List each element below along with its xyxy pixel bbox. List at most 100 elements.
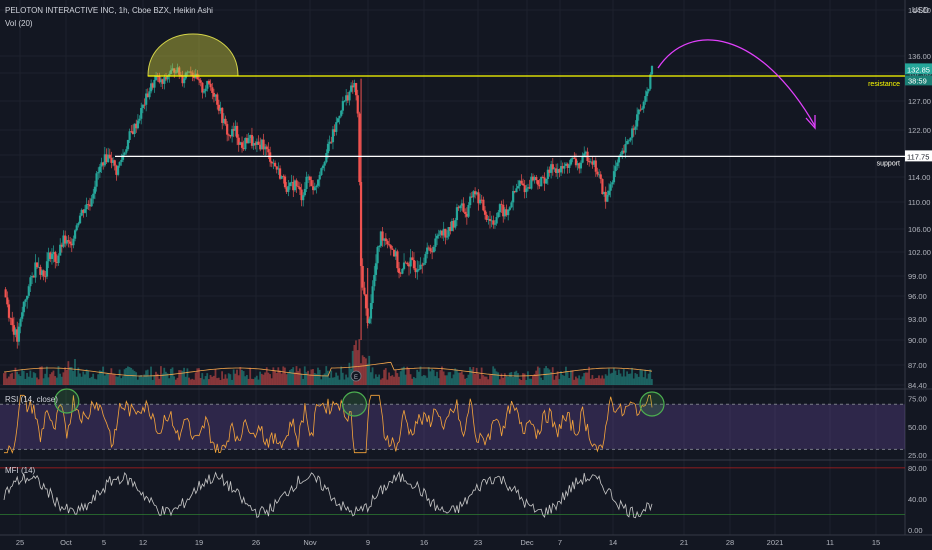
candle-body	[287, 186, 290, 192]
candle-body	[538, 184, 541, 187]
volume-bar	[330, 370, 333, 385]
candle-body	[548, 169, 551, 173]
candle-body	[288, 182, 292, 187]
candle-body	[541, 176, 544, 178]
candle-body	[83, 209, 87, 213]
candle-body	[563, 165, 566, 169]
candle-body	[295, 180, 298, 187]
candle-body	[262, 139, 265, 150]
candle-body	[97, 172, 100, 174]
volume-bar	[232, 369, 235, 385]
candle-body	[199, 80, 202, 83]
volume-bar	[434, 376, 437, 385]
volume-bar	[77, 367, 80, 385]
candle-body	[642, 101, 645, 109]
support-price-badge	[905, 150, 932, 162]
candle-body	[26, 295, 29, 300]
candle-body	[553, 168, 556, 170]
volume-bar	[642, 377, 645, 385]
candle-body	[336, 118, 340, 123]
candle-body	[596, 171, 599, 175]
resistance-label: resistance	[868, 81, 900, 88]
volume-bar	[44, 373, 47, 385]
candle-body	[594, 160, 597, 172]
candle-body	[426, 247, 429, 255]
candle-body	[457, 207, 460, 209]
price-tick-label: 144.00	[908, 6, 931, 15]
volume-bar	[437, 378, 440, 385]
volume-bar	[452, 374, 455, 385]
volume-bar	[417, 371, 420, 385]
volume-bar	[3, 373, 5, 385]
candle-body	[70, 243, 73, 246]
volume-bar	[495, 371, 498, 385]
volume-bar	[398, 376, 400, 385]
rsi-tick-label: 75.00	[908, 395, 927, 404]
candle-body	[645, 91, 649, 97]
volume-bar	[171, 367, 174, 385]
volume-bar	[113, 373, 116, 385]
candle-body	[386, 241, 389, 245]
volume-bar	[310, 369, 313, 385]
candle-body	[19, 318, 22, 327]
candle-body	[310, 180, 313, 187]
volume-bar	[158, 378, 161, 385]
volume-bar	[528, 378, 531, 385]
candle-body	[378, 245, 381, 248]
candle-body	[59, 244, 62, 256]
candle-body	[409, 257, 412, 267]
volume-bar	[489, 375, 491, 385]
candle-body	[136, 120, 139, 129]
candle-body	[31, 276, 34, 278]
candle-body	[422, 263, 425, 265]
volume-bar	[358, 339, 361, 385]
volume-bar	[414, 378, 417, 385]
volume-bar	[74, 359, 76, 385]
time-tick-label: 28	[726, 538, 734, 547]
candle-body	[82, 209, 85, 213]
mfi-label: MFI (14)	[5, 466, 36, 475]
volume-bar	[348, 362, 351, 385]
candle-body	[602, 191, 606, 195]
candle-body	[154, 76, 158, 80]
price-tick-label: 114.00	[908, 173, 930, 182]
volume-bar	[123, 369, 126, 385]
candle-body	[69, 241, 72, 244]
candle-body	[125, 149, 128, 153]
candle-body	[419, 264, 422, 270]
volume-bar	[490, 375, 493, 385]
candle-body	[318, 175, 321, 180]
volume-bar	[454, 368, 457, 385]
candle-body	[293, 180, 297, 191]
candle-body	[224, 118, 227, 125]
rsi-line	[4, 394, 653, 454]
candle-body	[72, 238, 75, 246]
candle-body	[80, 209, 83, 216]
volume-bar	[105, 373, 108, 385]
volume-bar	[584, 372, 587, 385]
volume-bar	[416, 369, 419, 385]
candle-body	[4, 289, 7, 298]
candle-body	[508, 207, 511, 210]
volume-bar	[174, 379, 177, 385]
candle-body	[493, 223, 497, 225]
candle-body	[416, 269, 419, 273]
candle-body	[102, 162, 105, 166]
volume-bar	[396, 373, 399, 385]
candle-body	[612, 171, 616, 183]
candle-body	[247, 138, 250, 144]
candle-body	[497, 212, 500, 218]
candle-body	[589, 161, 592, 163]
candle-body	[626, 140, 629, 144]
rsi-highlight-circle	[54, 388, 80, 414]
volume-bar	[424, 375, 427, 385]
volume-bar	[340, 366, 343, 385]
volume-bar	[52, 370, 55, 385]
candle-body	[131, 131, 135, 134]
candle-body	[202, 91, 206, 93]
volume-bar	[369, 372, 372, 385]
candle-body	[214, 94, 217, 97]
price-tick-label: 102.00	[908, 248, 931, 257]
volume-bar	[616, 374, 619, 385]
